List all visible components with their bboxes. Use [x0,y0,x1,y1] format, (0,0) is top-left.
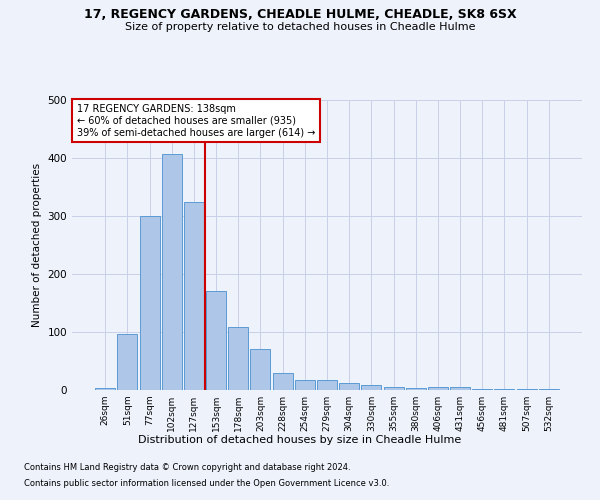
Bar [140,216,160,390]
Bar [406,388,426,390]
Bar [162,154,182,390]
Bar [95,388,115,390]
Bar [339,383,359,390]
Bar [206,291,226,390]
Bar [428,387,448,390]
Bar [383,387,404,390]
Text: Size of property relative to detached houses in Cheadle Hulme: Size of property relative to detached ho… [125,22,475,32]
Text: 17 REGENCY GARDENS: 138sqm
← 60% of detached houses are smaller (935)
39% of sem: 17 REGENCY GARDENS: 138sqm ← 60% of deta… [77,104,316,138]
Text: Contains public sector information licensed under the Open Government Licence v3: Contains public sector information licen… [24,478,389,488]
Bar [250,349,271,390]
Bar [118,334,137,390]
Bar [228,327,248,390]
Y-axis label: Number of detached properties: Number of detached properties [32,163,42,327]
Bar [317,380,337,390]
Bar [450,386,470,390]
Text: Distribution of detached houses by size in Cheadle Hulme: Distribution of detached houses by size … [139,435,461,445]
Bar [494,389,514,390]
Bar [361,385,382,390]
Text: Contains HM Land Registry data © Crown copyright and database right 2024.: Contains HM Land Registry data © Crown c… [24,464,350,472]
Bar [184,202,204,390]
Bar [272,372,293,390]
Bar [295,380,315,390]
Text: 17, REGENCY GARDENS, CHEADLE HULME, CHEADLE, SK8 6SX: 17, REGENCY GARDENS, CHEADLE HULME, CHEA… [83,8,517,20]
